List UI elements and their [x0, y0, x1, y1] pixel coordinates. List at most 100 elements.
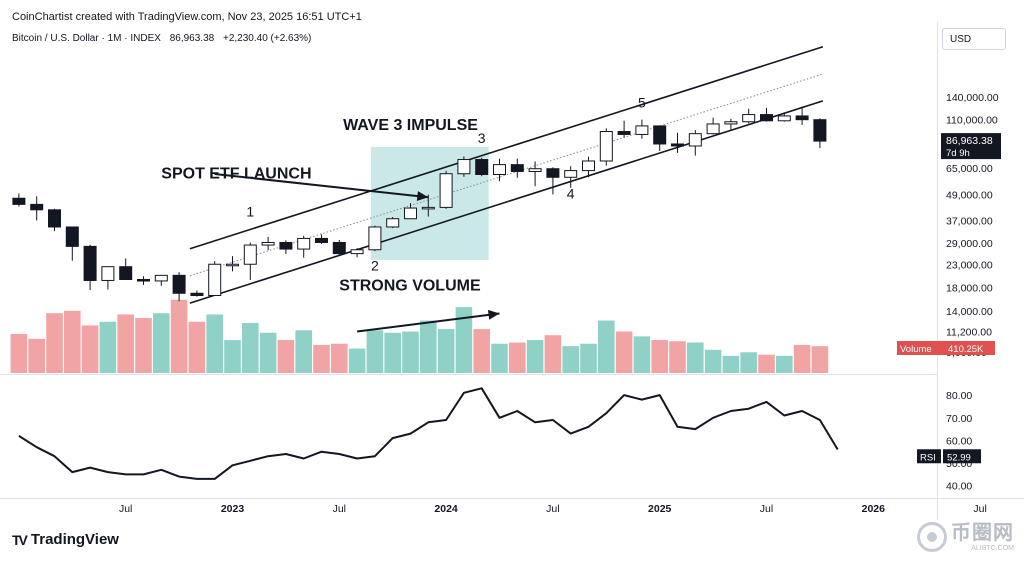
- candle-body-down: [475, 159, 489, 175]
- candle-body-up: [243, 244, 257, 265]
- candle-body-down: [83, 245, 97, 281]
- candle-body-up: [368, 226, 382, 251]
- annotation-layer: 1 2 3 4 5 WAVE 3 IMPULSE SPOT ETF LAUNCH STRONG…: [161, 94, 646, 333]
- time-axis-label: Jul: [760, 503, 773, 515]
- rsi-line: [18, 387, 839, 480]
- candle-body-up: [582, 160, 595, 172]
- symbol-legend[interactable]: Bitcoin / U.S. Dollar · 1M · INDEX 86,96…: [12, 33, 317, 44]
- candle-body-up: [528, 168, 542, 172]
- candle-body-up: [386, 218, 400, 228]
- volume-bar: [188, 321, 206, 373]
- annotation-arrow: [356, 312, 500, 333]
- volume-bar: [46, 313, 63, 373]
- volume-bar: [117, 314, 134, 373]
- axes-layer: 140,000.00110,000.0065,000.0049,000.0037…: [119, 92, 1001, 515]
- grid-layer: [0, 22, 1024, 520]
- volume-bar: [740, 352, 757, 373]
- annotation-arrow: [214, 173, 429, 199]
- tradingview-logo[interactable]: TV TradingView: [12, 531, 119, 548]
- tradingview-logo-text: TradingView: [30, 531, 119, 548]
- wave-label: 4: [567, 185, 575, 201]
- candle-body-up: [599, 131, 613, 162]
- watermark-coin-icon: [917, 522, 947, 552]
- last-price-value: 86,963.38: [169, 33, 215, 44]
- volume-bar: [259, 332, 277, 373]
- price-axis-label: 23,000.00: [946, 260, 993, 272]
- candle-body-up: [706, 123, 720, 135]
- candle-body-down: [190, 292, 204, 297]
- volume-bar: [437, 329, 455, 373]
- annotation-text: WAVE 3 IMPULSE: [343, 117, 478, 134]
- candle-body-up: [777, 115, 791, 122]
- volume-bar: [28, 338, 45, 373]
- volume-bar: [170, 299, 188, 373]
- annotation-text: SPOT ETF LAUNCH: [161, 166, 311, 183]
- volume-bar: [420, 320, 437, 373]
- price-axis-label: 110,000.00: [946, 114, 998, 126]
- volume-bar: [81, 325, 99, 373]
- candle-body-up: [635, 125, 649, 135]
- candle-body-down: [546, 168, 560, 178]
- volume-bar: [242, 322, 259, 373]
- channel-layer: [189, 46, 824, 304]
- volume-bar: [651, 340, 668, 373]
- time-axis-label: Jul: [333, 503, 346, 515]
- price-axis-label: 140,000.00: [946, 92, 999, 104]
- time-axis-label: 2025: [648, 503, 672, 515]
- candle-body-down: [332, 241, 346, 255]
- candle-body-down: [315, 237, 328, 243]
- volume-bar: [811, 346, 829, 373]
- candle-body-up: [404, 207, 417, 220]
- volume-bar: [455, 307, 473, 373]
- candle-body-down: [137, 279, 150, 282]
- volume-bar: [402, 331, 419, 373]
- highlight-layer: [370, 147, 489, 260]
- candle-body-down: [813, 119, 827, 142]
- candles-layer: [12, 106, 827, 302]
- rsi-axis-label: 40.00: [946, 481, 972, 493]
- rsi-tag-value: 52.99: [947, 452, 971, 463]
- annotation-arrowhead: [416, 191, 429, 202]
- candle-body-down: [12, 197, 26, 205]
- currency-button[interactable]: USD: [942, 28, 1006, 50]
- candle-body-up: [688, 133, 702, 147]
- annotation-text: STRONG VOLUME: [339, 278, 481, 295]
- volume-bar: [384, 332, 401, 373]
- rsi-tag-value-bg: [943, 449, 981, 464]
- candle-body-down: [510, 164, 524, 172]
- candle-body-up: [101, 266, 115, 281]
- time-axis-label: Jul: [546, 503, 559, 515]
- volume-tag-value-bg: [945, 341, 995, 355]
- volume-bar: [277, 340, 295, 373]
- volume-bar: [758, 354, 775, 373]
- candle-body-down: [617, 131, 631, 135]
- wave-label: 3: [478, 130, 486, 146]
- candle-body-up: [421, 206, 435, 210]
- time-axis-label: 2023: [221, 503, 245, 515]
- volume-bar: [793, 344, 811, 373]
- rsi-axis-label: 80.00: [946, 390, 972, 402]
- price-axis-label: 18,000.00: [946, 282, 993, 294]
- candle-body-down: [65, 226, 79, 247]
- rsi-layer: [18, 387, 839, 480]
- last-price-tag: [941, 133, 1001, 160]
- volume-bar: [526, 340, 544, 373]
- volume-bar: [99, 321, 117, 373]
- price-axis-label: 65,000.00: [946, 163, 993, 175]
- volume-bar: [366, 330, 384, 373]
- volume-bar: [295, 330, 312, 373]
- volume-bar: [313, 344, 330, 373]
- candle-body-up: [261, 241, 275, 246]
- price-axis-label: 14,000.00: [946, 306, 993, 318]
- watermark: 币圈网 ALIBTC.COM: [917, 522, 1014, 552]
- rsi-axis-label: 70.00: [946, 413, 972, 425]
- rsi-tag-label: RSI: [920, 452, 936, 463]
- watermark-sub: ALIBTC.COM: [971, 544, 1014, 552]
- volume-bar: [776, 355, 793, 373]
- candle-body-up: [297, 237, 311, 250]
- rsi-tag-label-bg: [917, 449, 941, 464]
- price-axis-label: 11,200.00: [946, 326, 992, 338]
- watermark-text: 币圈网: [951, 521, 1014, 544]
- candle-body-up: [457, 159, 471, 175]
